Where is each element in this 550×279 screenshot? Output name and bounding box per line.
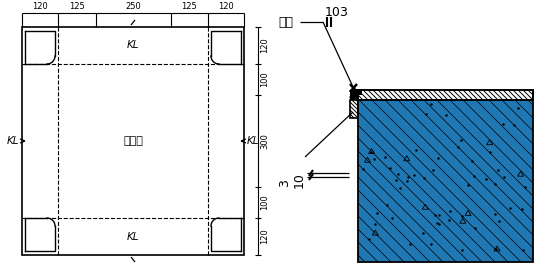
Bar <box>358 100 533 262</box>
Text: 100: 100 <box>260 71 269 87</box>
Text: 120: 120 <box>260 38 269 53</box>
Bar <box>350 90 358 100</box>
Bar <box>350 90 358 100</box>
Text: 100: 100 <box>260 195 269 210</box>
Bar <box>358 100 533 262</box>
Text: KL: KL <box>126 232 139 242</box>
Text: 120: 120 <box>32 2 48 11</box>
Text: 柱顶面: 柱顶面 <box>123 136 143 146</box>
Bar <box>358 90 533 262</box>
Text: 120: 120 <box>260 229 269 244</box>
Bar <box>350 100 358 118</box>
Text: 10: 10 <box>293 172 305 188</box>
Text: 120: 120 <box>218 2 234 11</box>
Text: KL: KL <box>126 40 139 50</box>
Text: 250: 250 <box>125 2 141 11</box>
Text: 电焊: 电焊 <box>278 16 293 28</box>
Text: 3: 3 <box>339 6 347 19</box>
Text: KL: KL <box>7 136 19 146</box>
Bar <box>358 90 533 100</box>
Text: 125: 125 <box>182 2 197 11</box>
Bar <box>356 89 362 95</box>
Text: KL: KL <box>247 136 260 146</box>
Text: 3: 3 <box>278 179 292 187</box>
Text: 125: 125 <box>69 2 85 11</box>
Text: 300: 300 <box>260 133 269 149</box>
Text: 10: 10 <box>325 6 341 19</box>
Bar <box>22 27 244 255</box>
Bar <box>358 90 533 100</box>
